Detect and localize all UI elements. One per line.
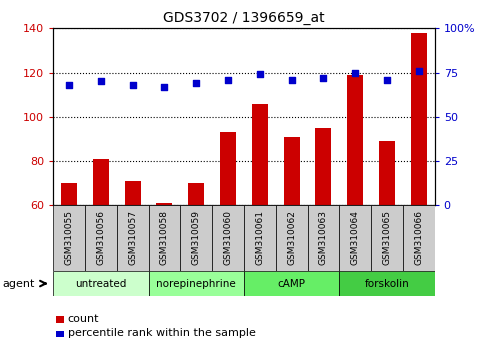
Text: norepinephrine: norepinephrine	[156, 279, 236, 289]
Bar	[371, 205, 403, 271]
Bar	[220, 132, 236, 205]
Bar	[149, 271, 244, 296]
Text: forskolin: forskolin	[365, 279, 410, 289]
Bar	[93, 159, 109, 205]
Point	[288, 77, 296, 82]
Point	[383, 77, 391, 82]
Text: percentile rank within the sample: percentile rank within the sample	[68, 329, 256, 338]
Point	[65, 82, 73, 88]
Title: GDS3702 / 1396659_at: GDS3702 / 1396659_at	[163, 11, 325, 24]
Text: GSM310056: GSM310056	[96, 210, 105, 265]
Text: count: count	[68, 314, 99, 324]
Bar	[347, 75, 363, 205]
Text: GSM310061: GSM310061	[256, 210, 264, 265]
Text: GSM310057: GSM310057	[128, 210, 137, 265]
Bar	[276, 205, 308, 271]
Bar	[125, 181, 141, 205]
Text: agent: agent	[2, 279, 35, 289]
Bar	[315, 128, 331, 205]
Text: GSM310059: GSM310059	[192, 210, 201, 265]
Point	[129, 82, 137, 88]
Point	[192, 80, 200, 86]
Bar	[244, 271, 339, 296]
Text: GSM310062: GSM310062	[287, 210, 296, 265]
Text: GSM310063: GSM310063	[319, 210, 328, 265]
Text: GSM310064: GSM310064	[351, 210, 360, 265]
Text: GSM310055: GSM310055	[65, 210, 73, 265]
Text: GSM310066: GSM310066	[414, 210, 423, 265]
Bar	[156, 203, 172, 205]
Bar	[339, 271, 435, 296]
Text: GSM310058: GSM310058	[160, 210, 169, 265]
Text: untreated: untreated	[75, 279, 127, 289]
Point	[97, 79, 105, 84]
Bar	[379, 141, 395, 205]
Bar	[53, 271, 149, 296]
Text: cAMP: cAMP	[278, 279, 306, 289]
Bar	[308, 205, 339, 271]
Point	[320, 75, 327, 81]
Bar	[411, 33, 427, 205]
Bar	[149, 205, 180, 271]
Point	[160, 84, 168, 90]
Bar	[244, 205, 276, 271]
Bar	[117, 205, 149, 271]
Point	[256, 72, 264, 77]
Point	[224, 77, 232, 82]
Bar	[403, 205, 435, 271]
Point	[351, 70, 359, 75]
Bar	[61, 183, 77, 205]
Bar	[252, 103, 268, 205]
Bar	[53, 205, 85, 271]
Bar	[188, 183, 204, 205]
Bar	[85, 205, 117, 271]
Text: GSM310065: GSM310065	[383, 210, 392, 265]
Bar	[284, 137, 299, 205]
Bar	[339, 205, 371, 271]
Bar	[180, 205, 212, 271]
Text: GSM310060: GSM310060	[224, 210, 232, 265]
Point	[415, 68, 423, 74]
Bar	[212, 205, 244, 271]
